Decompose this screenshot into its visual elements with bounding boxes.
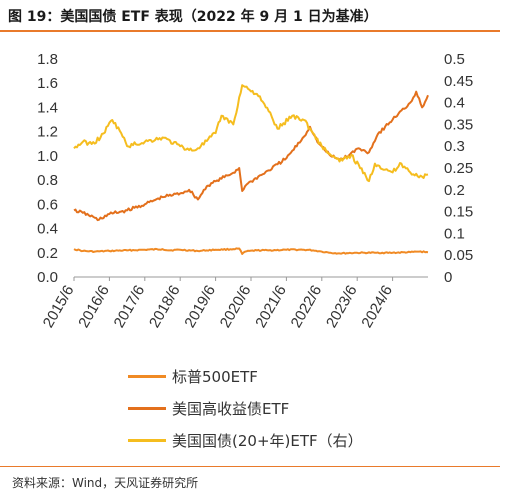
x-tick-label: 2015/6: [40, 283, 78, 331]
x-tick-label: 2018/6: [146, 283, 184, 331]
x-tick-label: 2024/6: [358, 283, 396, 331]
legend-item: 美国国债(20+年)ETF（右）: [128, 424, 363, 456]
y-right-tick-label: 0.25: [444, 160, 473, 177]
y-right-tick-label: 0.3: [444, 138, 465, 155]
legend-label: 美国高收益债ETF: [172, 399, 290, 418]
plot-area: 0.0 0.2 0.4 0.6 0.8 1.0 1.2 1.4 1.6 1.8 0 0.05 0.1 0.…: [37, 51, 473, 331]
y-right-tick-label: 0: [444, 269, 452, 286]
title-rule: [0, 30, 500, 32]
legend-item: 标普500ETF: [128, 360, 363, 392]
legend-label: 标普500ETF: [172, 367, 258, 386]
y-left-tick-label: 1.2: [37, 124, 58, 141]
x-tick-label: 2019/6: [181, 283, 219, 331]
y-right-tick-label: 0.45: [444, 73, 473, 90]
chart-svg: 0.0 0.2 0.4 0.6 0.8 1.0 1.2 1.4 1.6 1.8 0 0.05 0.1 0.…: [37, 51, 473, 331]
series-line-2: [73, 84, 429, 183]
y-left-tick-label: 1.8: [37, 51, 58, 68]
y-left-tick-label: 0.4: [37, 221, 58, 238]
x-tick-label: 2023/6: [323, 283, 361, 331]
figure-title: 图 19：美国国债 ETF 表现（2022 年 9 月 1 日为基准）: [8, 9, 378, 25]
y-left-tick-label: 0.6: [37, 196, 58, 213]
y-right-tick-label: 0.35: [444, 116, 473, 133]
y-right-tick-label: 0.15: [444, 204, 473, 221]
y-left-tick-label: 0.8: [37, 172, 58, 189]
y-right-tick-label: 0.2: [444, 182, 465, 199]
y-right-tick-label: 0.4: [444, 95, 465, 112]
y-right-tick-label: 0.5: [444, 51, 465, 68]
y-left-tick-label: 0.0: [37, 269, 58, 286]
legend-swatch: [128, 406, 166, 410]
source-rule: [0, 466, 500, 467]
legend-swatch: [128, 374, 166, 378]
x-tick-label: 2016/6: [75, 283, 113, 331]
x-tick-label: 2020/6: [217, 283, 255, 331]
source-note: 资料来源：Wind，天风证券研究所: [12, 476, 199, 490]
y-right-tick-label: 0.1: [444, 225, 465, 242]
x-tick-label: 2021/6: [252, 283, 290, 331]
x-tick-label: 2022/6: [288, 283, 326, 331]
y-left-tick-label: 1.4: [37, 99, 58, 116]
legend-swatch: [128, 438, 166, 442]
series-line-1: [73, 90, 429, 222]
legend-item: 美国高收益债ETF: [128, 392, 363, 424]
x-tick-label: 2017/6: [111, 283, 149, 331]
y-left-tick-label: 1.6: [37, 75, 58, 92]
y-right-tick-label: 0.05: [444, 247, 473, 264]
legend-label: 美国国债(20+年)ETF（右）: [172, 431, 363, 450]
y-left-tick-label: 1.0: [37, 148, 58, 165]
chart-legend: 标普500ETF 美国高收益债ETF 美国国债(20+年)ETF（右）: [128, 360, 363, 456]
y-left-tick-label: 0.2: [37, 245, 58, 262]
series-line-0: [73, 247, 429, 255]
